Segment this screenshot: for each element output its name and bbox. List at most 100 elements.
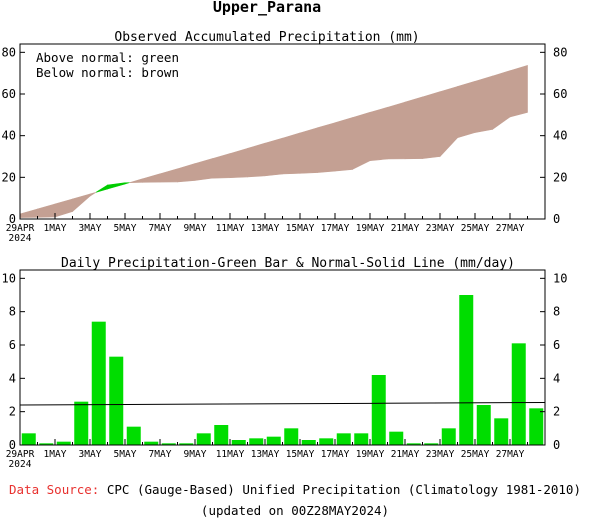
anomaly-fill	[229, 147, 248, 179]
daily-bar	[179, 443, 194, 445]
accum-ytick-label-right: 0	[553, 212, 560, 226]
daily-xtick-label: 15MAY	[286, 449, 315, 460]
anomaly-fill	[194, 158, 213, 181]
anomaly-fill	[334, 117, 353, 172]
anomaly-fill	[37, 203, 56, 218]
anomaly-fill	[72, 193, 91, 213]
anomaly-fill	[142, 173, 161, 183]
daily-ytick-label-right: 6	[553, 338, 560, 352]
daily-xtick-label: 21MAY	[391, 449, 420, 460]
accum-xtick-label: 17MAY	[321, 223, 350, 234]
daily-ytick-label-right: 8	[553, 305, 560, 319]
anomaly-fill	[422, 91, 441, 159]
daily-xtick-label: 3MAY	[79, 449, 102, 460]
accum-xtick-label: 3MAY	[79, 223, 102, 234]
daily-xtick-label: 11MAY	[216, 449, 245, 460]
daily-bar	[74, 401, 89, 445]
accum-xtick-label: 13MAY	[251, 223, 280, 234]
region-title: Upper_Parana	[213, 0, 321, 16]
anomaly-fill	[352, 111, 371, 170]
anomaly-fill	[89, 191, 97, 197]
anomaly-fill	[439, 86, 458, 158]
accum-xtick-label: 7MAY	[149, 223, 172, 234]
accum-ytick-label-left: 20	[2, 170, 16, 184]
daily-ytick-label-right: 2	[553, 405, 560, 419]
anomaly-fill	[474, 75, 493, 133]
anomaly-fill	[107, 182, 126, 190]
accum-xtick-label: 1MAY	[44, 223, 67, 234]
daily-xtick-label: 25MAY	[461, 449, 490, 460]
daily-ytick-label-left: 4	[9, 371, 16, 385]
daily-bar	[161, 443, 176, 445]
anomaly-fill	[54, 198, 73, 218]
anomaly-fill	[317, 122, 336, 173]
daily-bar	[249, 438, 264, 445]
updated-note: (updated on 00Z28MAY2024)	[200, 503, 390, 518]
data-source-label: Data Source:	[9, 482, 100, 497]
anomaly-fill	[492, 70, 511, 130]
anomaly-fill	[509, 65, 528, 118]
anomaly-fill	[299, 127, 318, 174]
daily-ytick-label-left: 6	[9, 338, 16, 352]
legend-above: Above normal: green	[36, 50, 179, 65]
accum-xtick-label: 11MAY	[216, 223, 245, 234]
daily-xtick-label: 13MAY	[251, 449, 280, 460]
daily-bar	[301, 440, 316, 445]
data-source-line: Data Source: CPC (Gauge-Based) Unified P…	[0, 482, 590, 497]
accum-xtick-label: 9MAY	[184, 223, 207, 234]
anomaly-fill	[264, 137, 283, 177]
daily-xtick-label: 9MAY	[184, 449, 207, 460]
daily-bar	[441, 428, 456, 445]
legend-below: Below normal: brown	[36, 65, 179, 80]
accum-ytick-label-right: 60	[553, 87, 567, 101]
daily-bar	[231, 440, 246, 445]
daily-xtick-label: 27MAY	[496, 449, 525, 460]
daily-ytick-label-left: 0	[9, 438, 16, 452]
accum-xtick-label: 23MAY	[426, 223, 455, 234]
anomaly-fill	[457, 80, 476, 139]
daily-bar	[284, 428, 299, 445]
anomaly-fill	[95, 184, 108, 193]
daily-xtick-label: 23MAY	[426, 449, 455, 460]
accum-ytick-label-right: 20	[553, 170, 567, 184]
daily-xtick-label: 17MAY	[321, 449, 350, 460]
anomaly-fill	[212, 153, 231, 179]
daily-bar	[371, 375, 386, 445]
daily-bar	[336, 433, 351, 445]
daily-xtick-label: 5MAY	[114, 449, 137, 460]
daily-bar	[459, 295, 474, 445]
accum-ytick-label-right: 80	[553, 45, 567, 59]
daily-ytick-label-right: 0	[553, 438, 560, 452]
anomaly-fill	[387, 101, 406, 160]
daily-xtick-label: 2024	[9, 459, 32, 470]
daily-xtick-label: 19MAY	[356, 449, 385, 460]
accum-xtick-label: 21MAY	[391, 223, 420, 234]
anomaly-fill	[177, 163, 196, 183]
anomaly-fill	[19, 208, 38, 218]
accum-xtick-label: 19MAY	[356, 223, 385, 234]
accum-ytick-label-left: 80	[2, 45, 16, 59]
accum-xtick-label: 2024	[9, 233, 32, 244]
daily-bar	[21, 433, 36, 445]
daily-bar	[406, 443, 421, 445]
daily-bar	[494, 418, 509, 445]
accum-ytick-label-left: 40	[2, 129, 16, 143]
daily-bar	[389, 431, 404, 445]
daily-xtick-label: 1MAY	[44, 449, 67, 460]
accum-xtick-label: 27MAY	[496, 223, 525, 234]
daily-ytick-label-left: 2	[9, 405, 16, 419]
anomaly-fill	[247, 142, 266, 178]
anomaly-fill	[404, 96, 423, 160]
accum-xtick-label: 25MAY	[461, 223, 490, 234]
anomaly-fill	[369, 106, 388, 161]
daily-bar	[56, 441, 71, 445]
normal-line	[19, 402, 546, 406]
daily-bar	[424, 443, 439, 445]
daily-ytick-label-right: 4	[553, 371, 560, 385]
daily-bar	[91, 321, 106, 445]
daily-bar	[476, 405, 491, 445]
daily-ytick-label-right: 10	[553, 271, 567, 285]
